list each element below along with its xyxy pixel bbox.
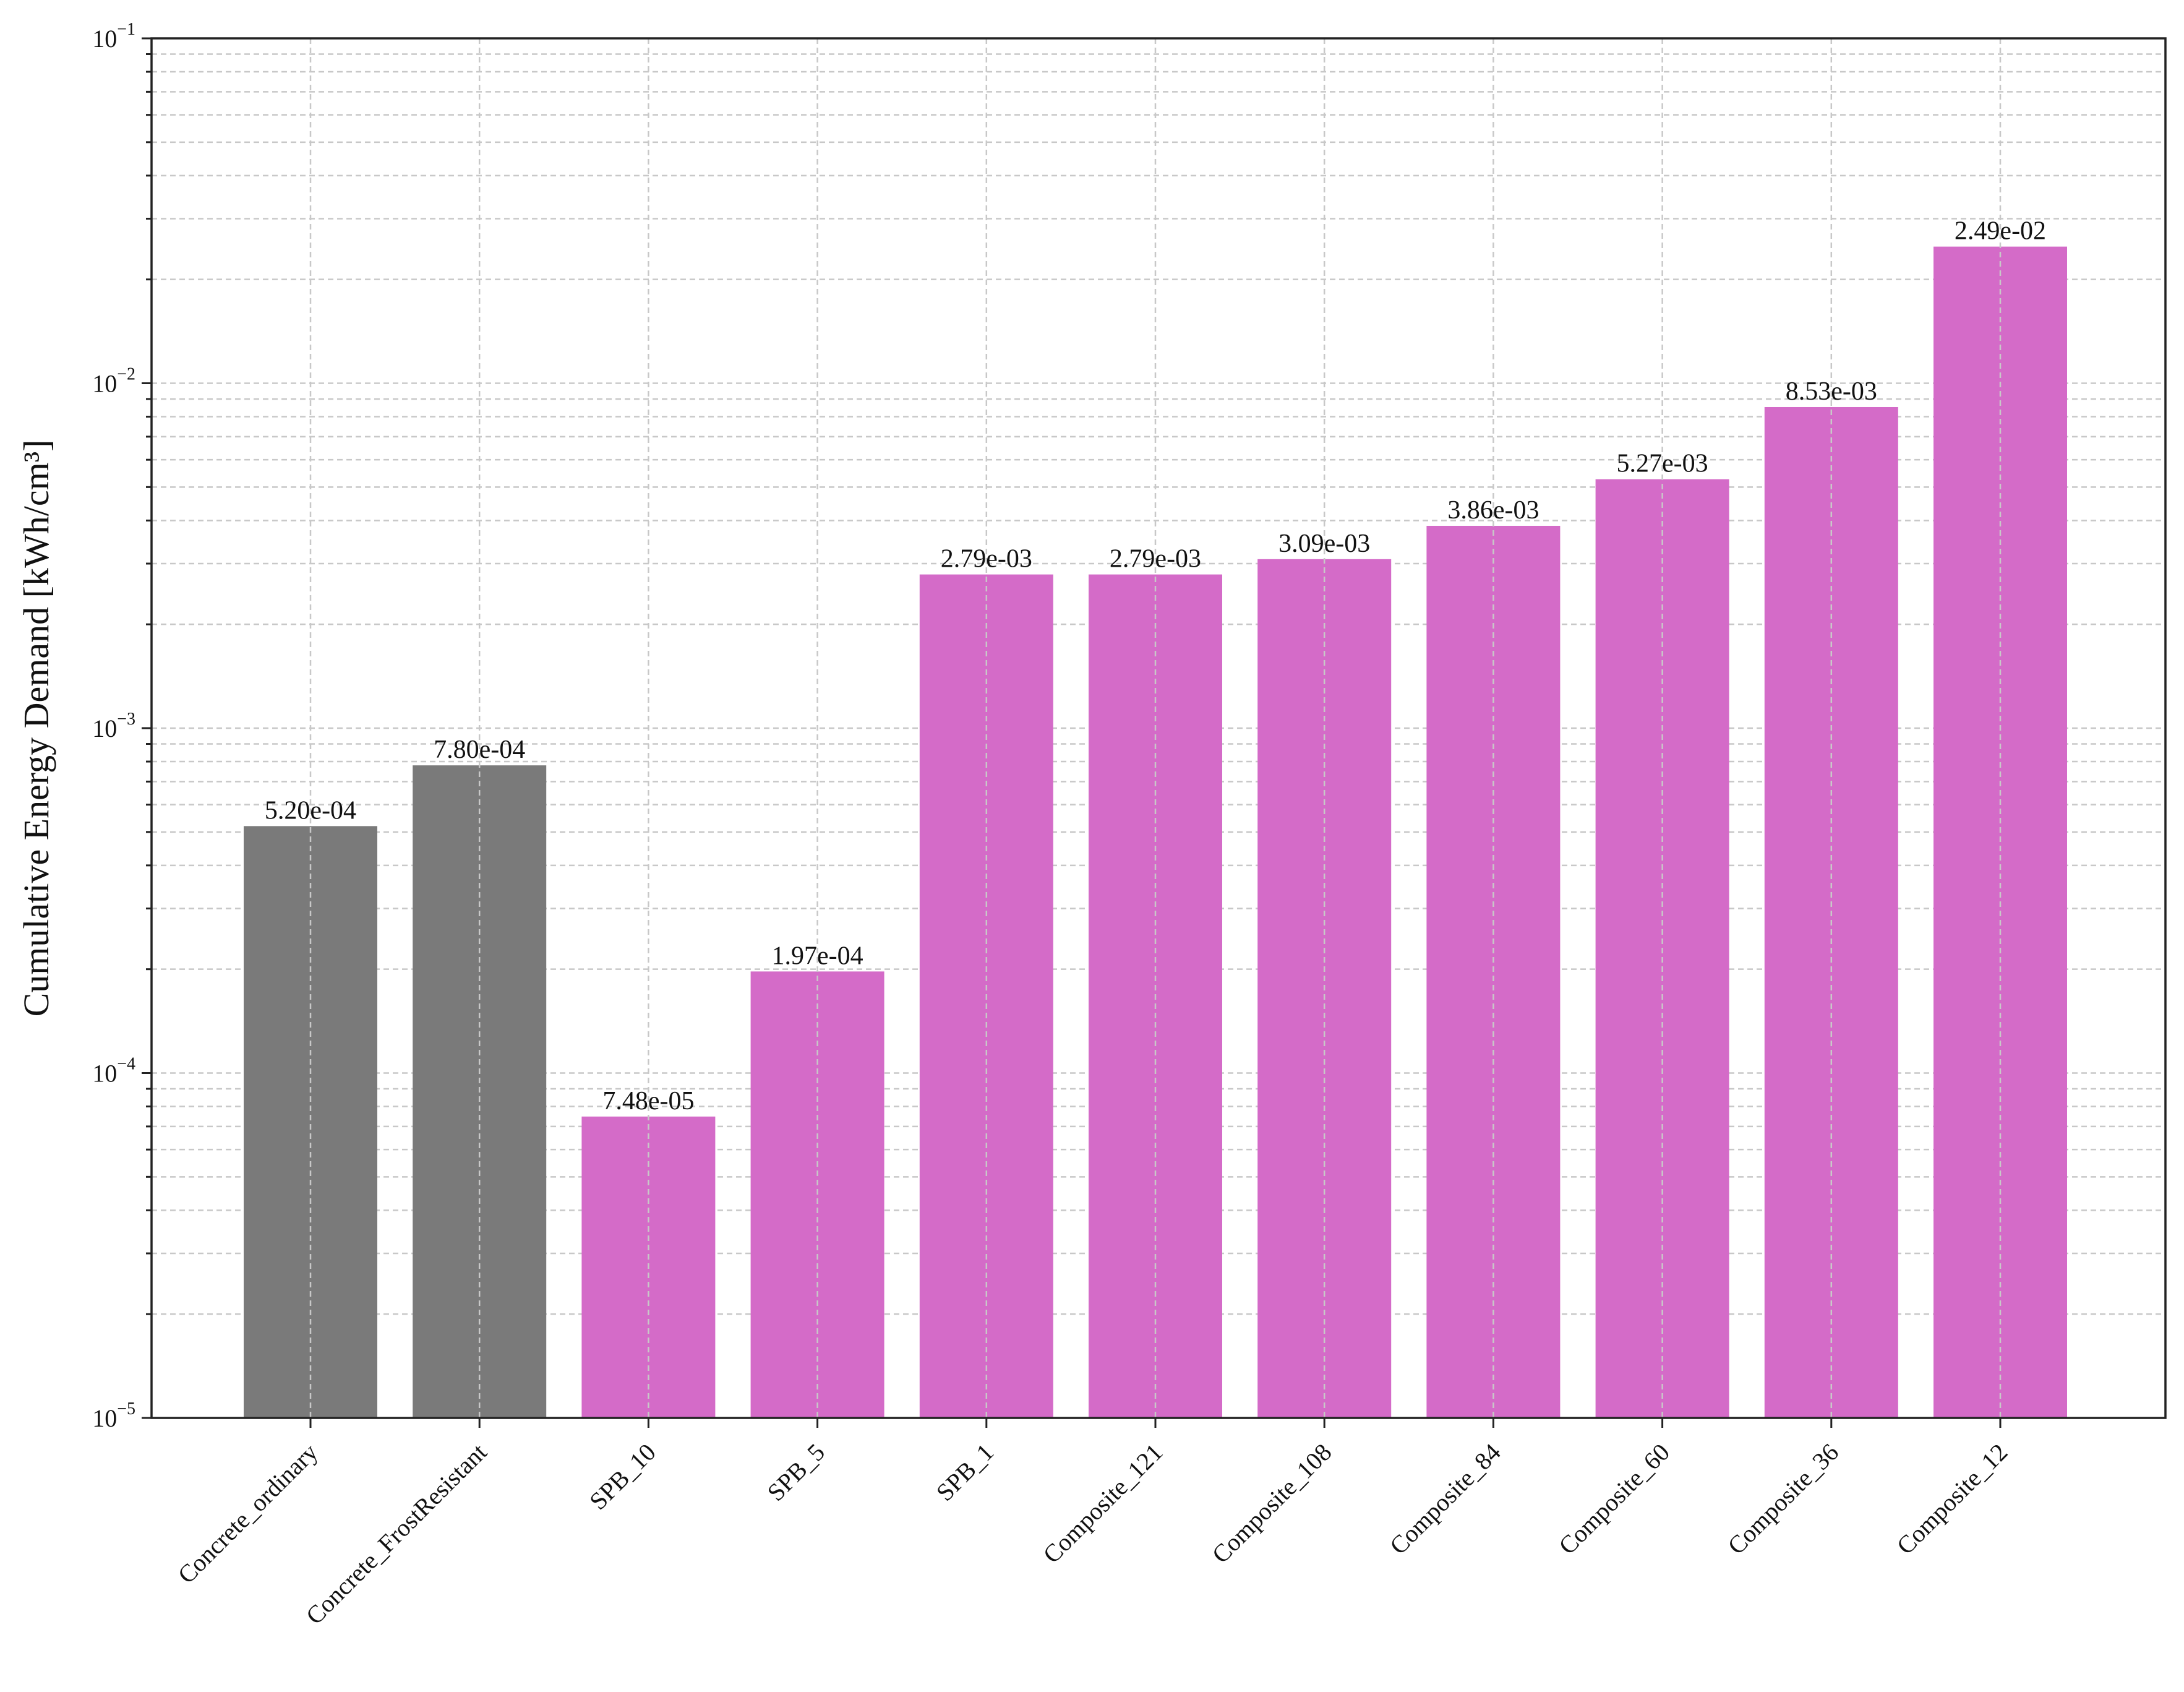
x-tick-label: SPB_1	[931, 1438, 999, 1506]
x-tick-label: SPB_10	[584, 1438, 661, 1516]
x-tick-label: Concrete_ordinary	[172, 1438, 323, 1589]
data-labels: 5.20e-04 7.80e-04 7.48e-05 1.97e-04 2.79e-03…	[265, 217, 2046, 1115]
y-tick-label: 10−4	[92, 1055, 135, 1088]
x-tick-label: Composite_108	[1207, 1438, 1337, 1569]
y-axis-title: Cumulative Energy Demand [kWh/cm³]	[16, 440, 56, 1017]
bar-value-label: 3.09e-03	[1278, 530, 1370, 558]
x-tick-label: Concrete_FrostResistant	[301, 1438, 492, 1630]
bar-value-label: 2.79e-03	[1110, 545, 1201, 573]
x-tick-label: Composite_60	[1553, 1438, 1675, 1560]
x-grid	[309, 38, 2002, 1418]
x-tick-label: Composite_84	[1384, 1438, 1506, 1560]
bar-value-label: 7.48e-05	[602, 1087, 694, 1115]
x-tick-labels: Concrete_ordinaryConcrete_FrostResistant…	[172, 1438, 2013, 1630]
x-tick-label: SPB_5	[762, 1438, 830, 1506]
x-tick-label: Composite_121	[1037, 1438, 1168, 1569]
bar-value-label: 8.53e-03	[1786, 377, 1877, 406]
bar-value-label: 3.86e-03	[1447, 496, 1539, 525]
x-tick-label: Composite_36	[1722, 1438, 1844, 1560]
y-tick-label: 10−3	[92, 710, 135, 742]
y-tick-label: 10−1	[92, 20, 135, 53]
bar-value-label: 1.97e-04	[772, 942, 863, 970]
y-tick-label: 10−5	[92, 1399, 135, 1432]
bar-value-label: 2.49e-02	[1955, 217, 2046, 246]
axis-ticks	[142, 37, 2002, 1428]
bar-value-label: 2.79e-03	[941, 545, 1032, 573]
bar-value-label: 5.20e-04	[265, 796, 356, 825]
bar-value-label: 7.80e-04	[434, 736, 525, 764]
bar-value-label: 5.27e-03	[1617, 450, 1708, 478]
y-tick-labels: 10−5 10−4 10−3 10−2 10−1	[92, 20, 135, 1432]
x-tick-label: Composite_12	[1891, 1438, 2013, 1560]
y-tick-label: 10−2	[92, 365, 135, 398]
